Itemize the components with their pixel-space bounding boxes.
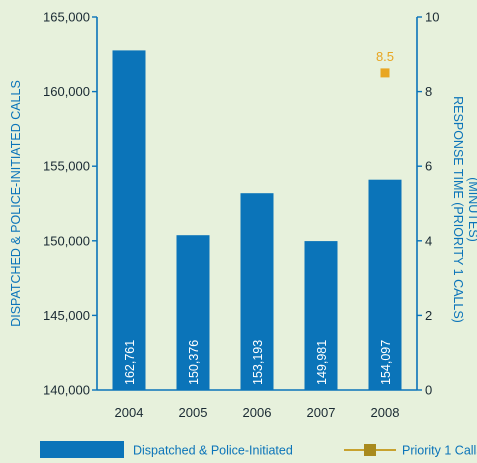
x-tick-label: 2007: [307, 405, 336, 420]
legend-label-bar: Dispatched & Police-Initiated: [133, 444, 293, 458]
left-tick-label: 165,000: [43, 10, 90, 25]
bar-2005: [176, 235, 210, 390]
priority1-marker: [380, 68, 390, 78]
left-tick-label: 150,000: [43, 233, 90, 248]
axes-group: 2004 2005 2006 2007 2008 140,000 145,000 150,00…: [9, 10, 477, 421]
right-tick-label: 4: [425, 233, 432, 248]
bar-value-label: 162,761: [123, 340, 137, 385]
right-tick-label: 8: [425, 84, 432, 99]
left-axis-title: DISPATCHED & POLICE-INITIATED CALLS: [9, 80, 23, 327]
bar-2008: [368, 179, 402, 390]
x-tick-label: 2006: [243, 405, 272, 420]
left-tick-label: 160,000: [43, 84, 90, 99]
bar-value-label: 149,981: [315, 340, 329, 385]
left-tick-label: 155,000: [43, 159, 90, 174]
left-tick-label: 140,000: [43, 383, 90, 398]
priority1-value-label: 8.5: [376, 49, 394, 64]
bar-2004: [112, 50, 146, 391]
left-tick-label: 145,000: [43, 308, 90, 323]
labels-group: 162,761 150,376 153,193 149,981 154,097 8.5: [123, 49, 394, 385]
right-axis-title-line-1: RESPONSE TIME (PRIORITY 1 CALLS): [451, 96, 465, 323]
right-tick-label: 2: [425, 308, 432, 323]
bar-2006: [240, 193, 274, 390]
right-tick-label: 6: [425, 159, 432, 174]
bar-value-label: 153,193: [251, 340, 265, 385]
x-tick-label: 2008: [371, 405, 400, 420]
legend-swatch-marker: [364, 444, 376, 456]
bar-value-label: 154,097: [379, 340, 393, 385]
right-axis-title-line-2: (MINUTES): [466, 177, 477, 242]
bar-value-label: 150,376: [187, 340, 201, 385]
right-tick-label: 10: [425, 10, 439, 25]
right-tick-label: 0: [425, 383, 432, 398]
legend-label-line: Priority 1 Calls: [402, 444, 477, 458]
legend-swatch-bar: [40, 441, 124, 458]
x-tick-label: 2004: [115, 405, 144, 420]
bars-group: [112, 50, 402, 391]
legend: Dispatched & Police-Initiated Priority 1 …: [40, 441, 477, 458]
x-tick-label: 2005: [179, 405, 208, 420]
bar-2007: [304, 241, 338, 390]
